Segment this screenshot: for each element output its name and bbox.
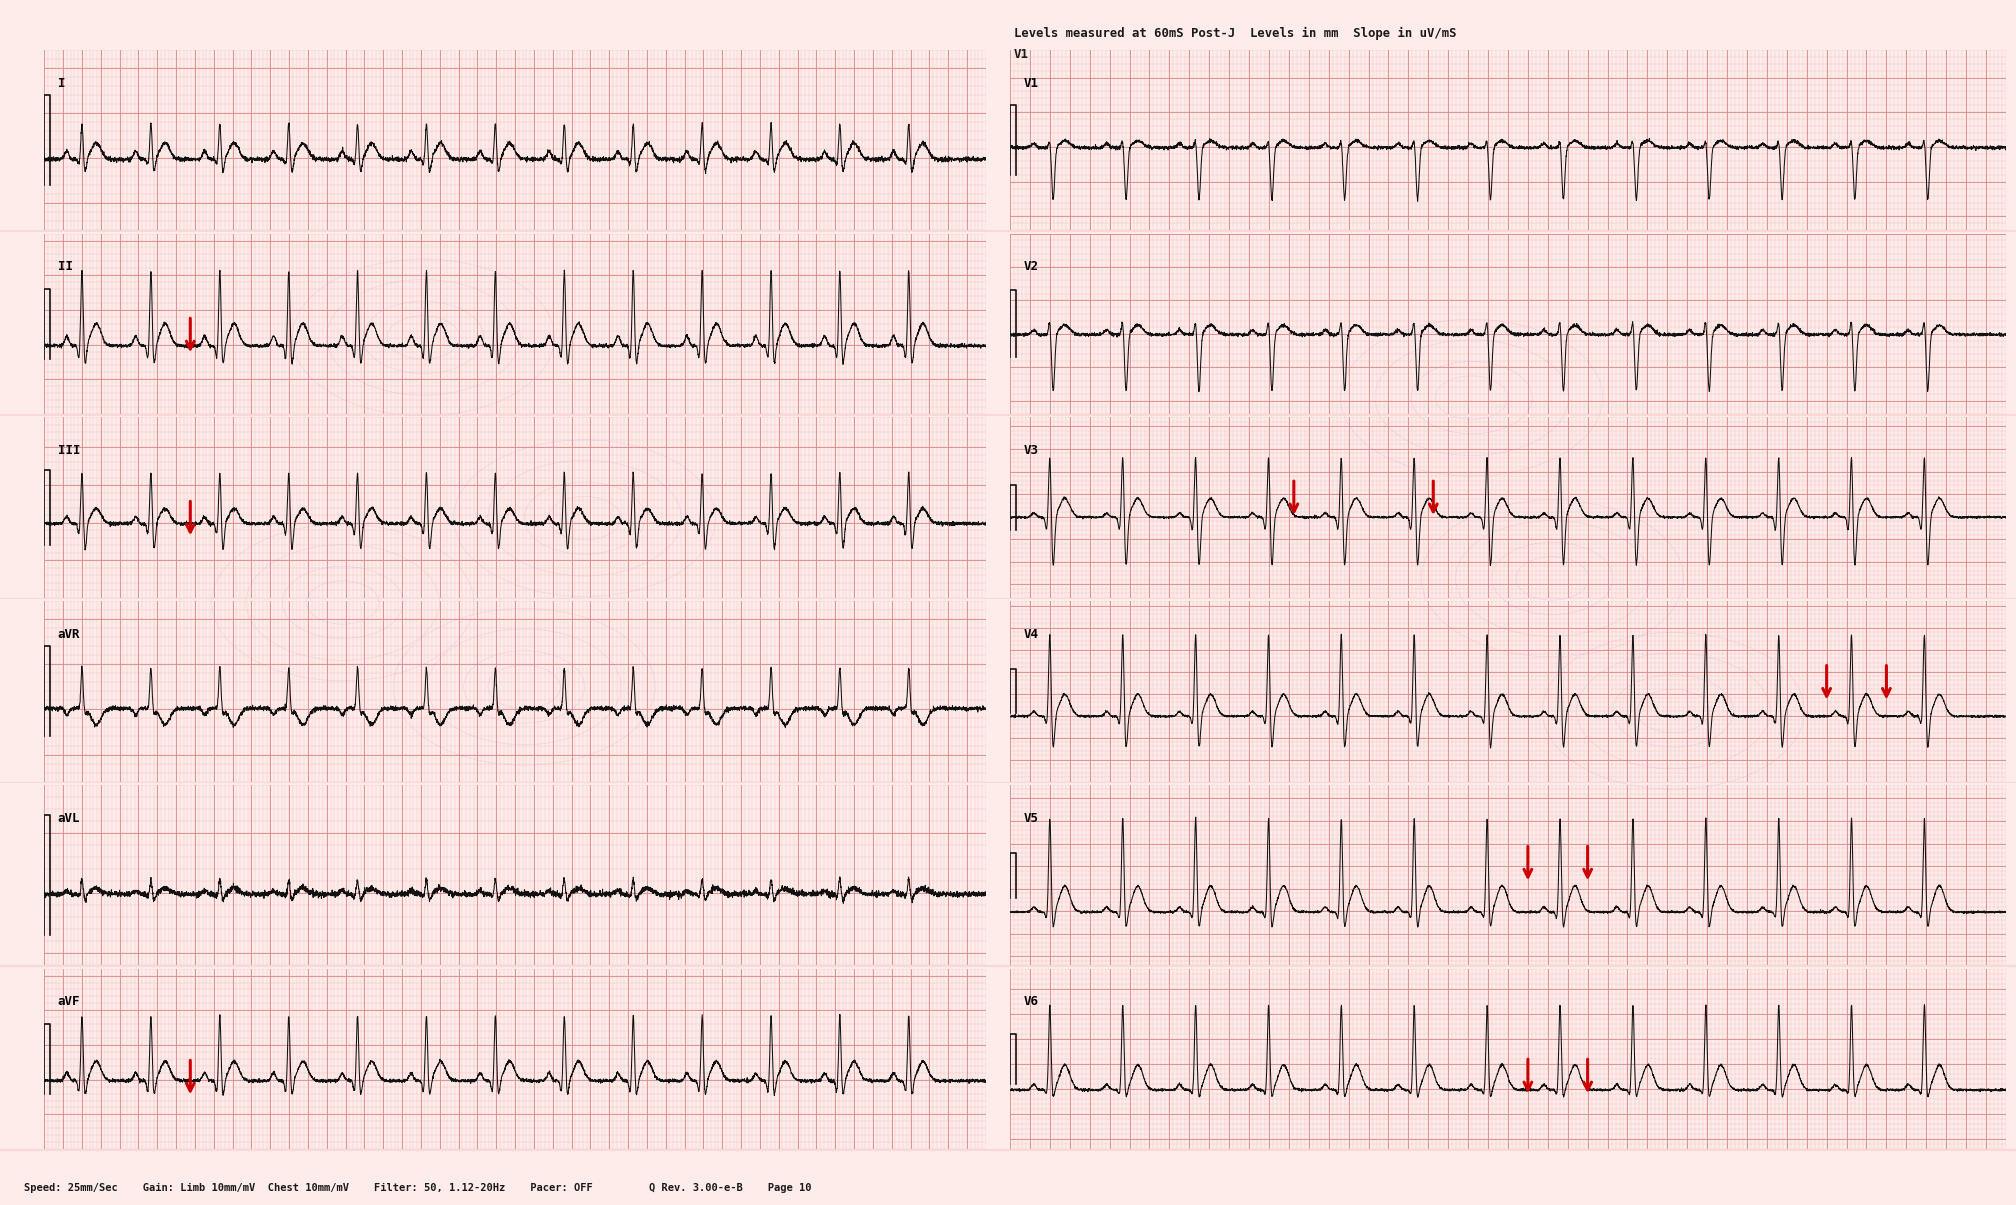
Text: Speed: 25mm/Sec    Gain: Limb 10mm/mV  Chest 10mm/mV    Filter: 50, 1.12-20Hz   : Speed: 25mm/Sec Gain: Limb 10mm/mV Chest… bbox=[24, 1183, 812, 1193]
Text: I: I bbox=[58, 77, 65, 89]
Text: aVR: aVR bbox=[58, 628, 81, 641]
Text: aVL: aVL bbox=[58, 812, 81, 824]
Text: V4: V4 bbox=[1024, 628, 1038, 641]
Text: V3: V3 bbox=[1024, 445, 1038, 457]
Text: V2: V2 bbox=[1024, 260, 1038, 274]
Text: V1: V1 bbox=[1014, 48, 1028, 61]
Text: V1: V1 bbox=[1024, 77, 1038, 89]
Text: V5: V5 bbox=[1024, 812, 1038, 824]
Text: Levels measured at 60mS Post-J  Levels in mm  Slope in uV/mS: Levels measured at 60mS Post-J Levels in… bbox=[1014, 27, 1456, 40]
Text: V6: V6 bbox=[1024, 995, 1038, 1009]
Text: aVF: aVF bbox=[58, 995, 81, 1009]
Text: II: II bbox=[58, 260, 73, 274]
Text: III: III bbox=[58, 445, 81, 457]
